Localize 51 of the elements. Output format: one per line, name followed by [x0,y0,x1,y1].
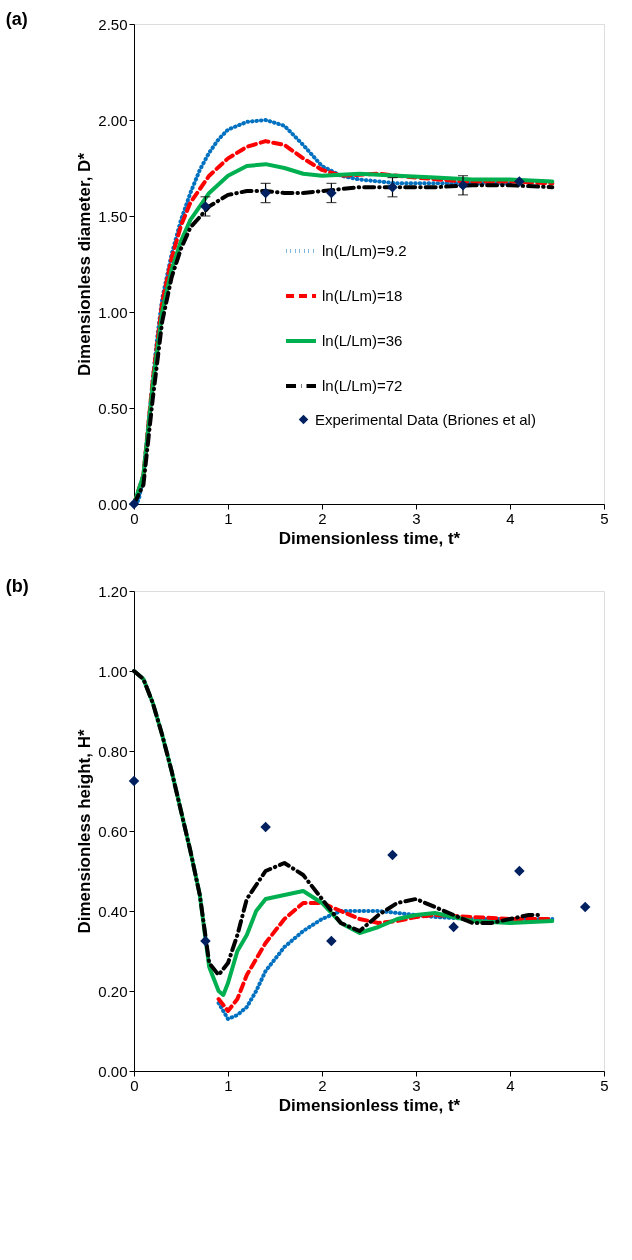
y-tick-label: 1.50 [98,207,128,225]
point [387,849,398,861]
y-axis-title: Dimensionless diameter, D* [75,152,95,376]
point [128,775,140,787]
legend-label: ln(L/Lm)=36 [322,332,403,349]
y-tick-label: 1.00 [98,303,128,321]
x-tick-label: 4 [506,1076,515,1094]
x-axis-title: Dimensionless time, t* [278,528,461,548]
point [326,935,337,947]
x-tick-label: 3 [412,509,421,527]
point [448,921,459,933]
y-tick-label: 1.20 [98,582,128,600]
chart-title: (a) [5,9,28,29]
y-tick-label: 0.00 [98,1062,128,1080]
x-tick-label: 5 [600,1076,609,1094]
point [326,187,337,199]
point [514,865,525,877]
y-tick-label: 0.00 [98,495,128,513]
y-tick-label: 0.80 [98,742,128,760]
y-tick-label: 0.40 [98,902,128,920]
y-tick-label: 0.50 [98,399,128,417]
point [260,821,271,833]
x-tick-label: 0 [130,509,139,527]
x-tick-label: 1 [224,1076,233,1094]
x-tick-label: 3 [412,1076,421,1094]
x-tick-label: 2 [318,1076,327,1094]
point [128,498,140,510]
y-tick-label: 0.60 [98,822,128,840]
chart-title: (b) [5,576,29,596]
y-axis-title: Dimensionless height, H* [75,729,95,934]
point [457,180,469,191]
y-tick-label: 1.00 [98,662,128,680]
legend-label: Experimental Data (Briones et al) [315,410,536,428]
point [200,201,211,212]
legend-label: ln(L/Lm)=9.2 [322,242,407,259]
x-tick-label: 2 [318,509,327,527]
point [387,181,398,193]
point [579,901,591,913]
y-tick-label: 0.20 [98,982,128,1000]
legend-label: ln(L/Lm)=72 [322,377,403,394]
x-tick-label: 5 [600,509,609,527]
legend-label: ln(L/Lm)=18 [322,287,403,304]
y-tick-label: 2.00 [98,111,128,129]
point [260,187,271,199]
x-tick-label: 4 [506,509,515,527]
y-tick-label: 2.50 [98,15,128,33]
point [200,935,211,947]
x-tick-label: 0 [130,1076,139,1094]
point [514,176,525,187]
x-axis-title: Dimensionless time, t* [278,1095,461,1115]
x-tick-label: 1 [224,509,233,527]
